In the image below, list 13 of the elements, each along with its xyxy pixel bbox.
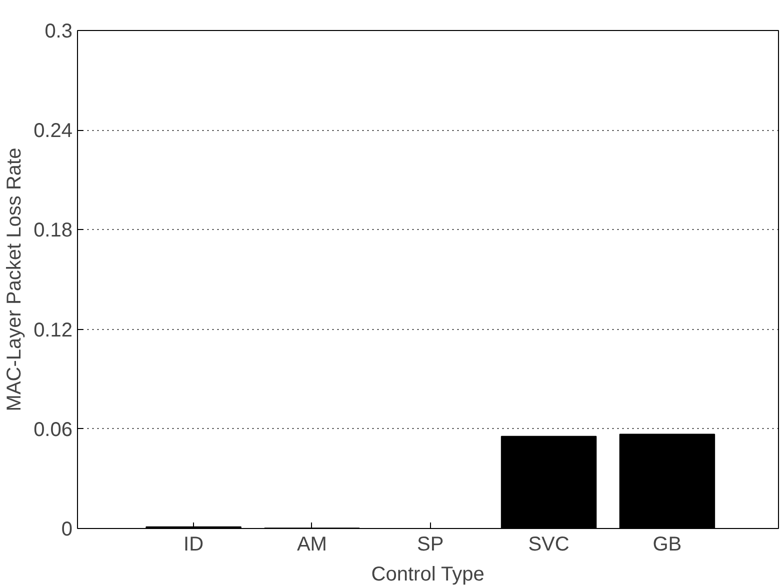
y-tick-label: 0.06 (34, 418, 73, 441)
x-tick-label: AM (296, 534, 327, 556)
x-tick-label: SP (417, 534, 444, 556)
y-tick-label: 0.24 (34, 120, 73, 142)
x-axis-title: Control Type (371, 564, 484, 586)
x-tick-label: GB (652, 534, 682, 556)
y-tick-label: 0.3 (44, 20, 73, 42)
x-tick-label: SVC (528, 534, 570, 556)
y-tick-label: 0.18 (34, 220, 73, 242)
y-axis-title: MAC-Layer Packet Loss Rate (4, 148, 26, 412)
y-tick-label: 0.12 (34, 319, 73, 342)
x-tick-label: ID (184, 534, 204, 556)
y-tick-label: 0 (61, 518, 72, 540)
